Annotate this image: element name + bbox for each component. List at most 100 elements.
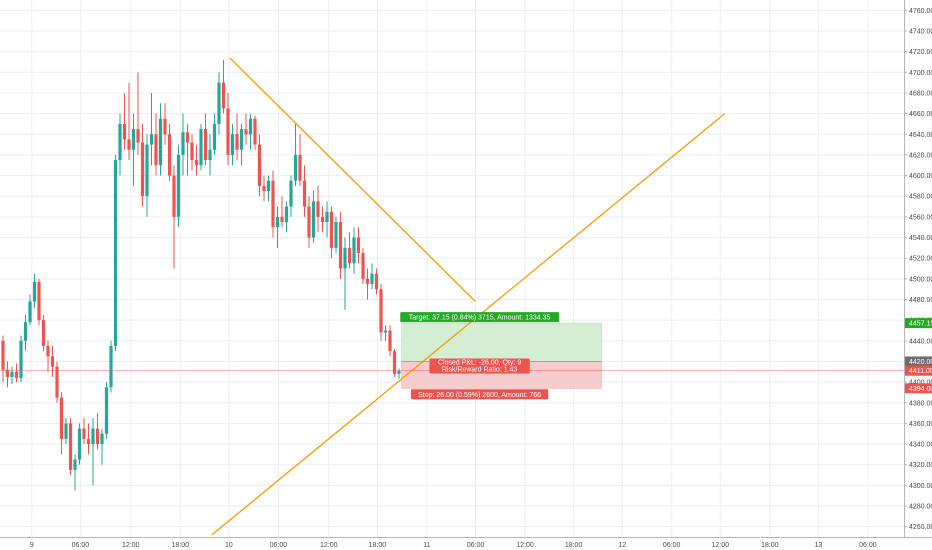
candle xyxy=(163,103,167,145)
candle xyxy=(280,196,284,228)
candle-body xyxy=(257,144,262,186)
chart-grid xyxy=(0,0,904,537)
candle-body xyxy=(136,129,140,143)
candle xyxy=(95,413,100,450)
candle xyxy=(239,123,244,166)
candle-body xyxy=(293,154,298,181)
candle-body xyxy=(59,397,64,439)
price-tick-label: 4640.00 xyxy=(909,132,932,139)
price-tick-label: 4440.00 xyxy=(909,338,932,345)
target-label-bg xyxy=(400,312,559,323)
time-tick-label: 10 xyxy=(225,542,233,549)
candle xyxy=(82,418,86,445)
candle xyxy=(41,314,46,352)
trendlines[interactable] xyxy=(211,57,726,536)
time-axis[interactable]: 9 06:00 12:00 18:00 10 06:00 12:00 18:00 11 06:00… xyxy=(0,537,932,550)
candle xyxy=(91,418,95,486)
candle xyxy=(230,123,235,166)
price-tick-label: 4760.00 xyxy=(909,8,932,15)
candle-body xyxy=(262,185,266,192)
candle xyxy=(181,113,185,176)
price-badge xyxy=(905,365,932,376)
candle-body xyxy=(118,123,122,161)
price-tick-label: 4740.00 xyxy=(909,28,932,35)
candle xyxy=(64,418,68,445)
position-labels: Target: 37.15 (0.84%) 3715, Amount: 1334… xyxy=(400,312,559,400)
candle-body xyxy=(127,139,131,150)
candle xyxy=(32,273,37,308)
candle-body xyxy=(271,180,275,228)
candle xyxy=(316,185,320,233)
time-tick-label: 12:00 xyxy=(712,542,730,549)
time-tick-label: 12:00 xyxy=(122,542,140,549)
candle-body xyxy=(64,423,68,439)
candle xyxy=(221,59,226,114)
rr-label: Risk/Reward Ratio: 1.43 xyxy=(442,366,518,373)
candle xyxy=(5,361,10,388)
long-position-tool[interactable] xyxy=(401,322,602,389)
candle xyxy=(320,206,325,233)
candle xyxy=(352,227,356,274)
candle-body xyxy=(226,108,230,155)
candle-body xyxy=(77,428,82,460)
candle xyxy=(302,165,307,217)
candle-body xyxy=(361,253,365,279)
candle xyxy=(248,113,253,150)
candle xyxy=(145,134,149,217)
candle xyxy=(37,278,41,326)
candle-body xyxy=(154,134,158,166)
candle-body xyxy=(397,370,401,374)
candle xyxy=(397,368,401,379)
price-tick-label: 4600.00 xyxy=(909,173,932,180)
price-badge xyxy=(905,383,932,394)
time-tick-label: 12 xyxy=(618,542,626,549)
candle-body xyxy=(203,129,208,161)
price-tick-label: 4660.00 xyxy=(909,111,932,118)
candle xyxy=(77,423,82,465)
candle-body xyxy=(320,216,325,223)
candle xyxy=(104,382,109,439)
candle xyxy=(10,366,14,385)
candle xyxy=(59,392,64,455)
candle-body xyxy=(217,82,221,124)
candle xyxy=(262,175,266,202)
price-tick-label: 4620.00 xyxy=(909,152,932,159)
candle xyxy=(325,201,329,238)
time-tick-label: 12:00 xyxy=(320,542,338,549)
candle-body xyxy=(190,142,194,161)
candle xyxy=(100,428,104,465)
candle xyxy=(257,134,262,197)
candle-body xyxy=(347,247,352,264)
candle xyxy=(203,113,208,166)
candle xyxy=(311,191,316,243)
candle xyxy=(383,325,388,341)
candle-body xyxy=(185,132,190,143)
price-badge xyxy=(905,356,932,367)
price-axis[interactable]: 4260.00 4280.00 4300.00 4320.00 4340.00 4360.… xyxy=(904,0,932,550)
candle xyxy=(118,113,122,176)
pnl-box xyxy=(429,358,530,374)
price-tick-label: 4300.00 xyxy=(909,483,932,490)
candle xyxy=(127,82,131,161)
candle xyxy=(167,123,172,181)
candle-body xyxy=(181,132,185,155)
candle-body xyxy=(5,369,10,377)
time-tick-label: 18:00 xyxy=(172,542,190,549)
candle xyxy=(244,113,248,145)
candle xyxy=(86,423,91,455)
candle xyxy=(284,201,289,233)
candle xyxy=(293,123,298,186)
candle-body xyxy=(370,273,374,284)
candle-body xyxy=(68,423,73,470)
time-tick-label: 06:00 xyxy=(72,542,90,549)
candle-body xyxy=(239,129,244,150)
time-tick-label: 18:00 xyxy=(565,542,583,549)
candle-body xyxy=(280,216,284,223)
candle xyxy=(194,144,199,176)
candle xyxy=(334,216,338,254)
candle-body xyxy=(356,237,361,254)
price-tick-label: 4720.00 xyxy=(909,49,932,56)
candle xyxy=(266,175,271,202)
candle xyxy=(379,283,383,341)
